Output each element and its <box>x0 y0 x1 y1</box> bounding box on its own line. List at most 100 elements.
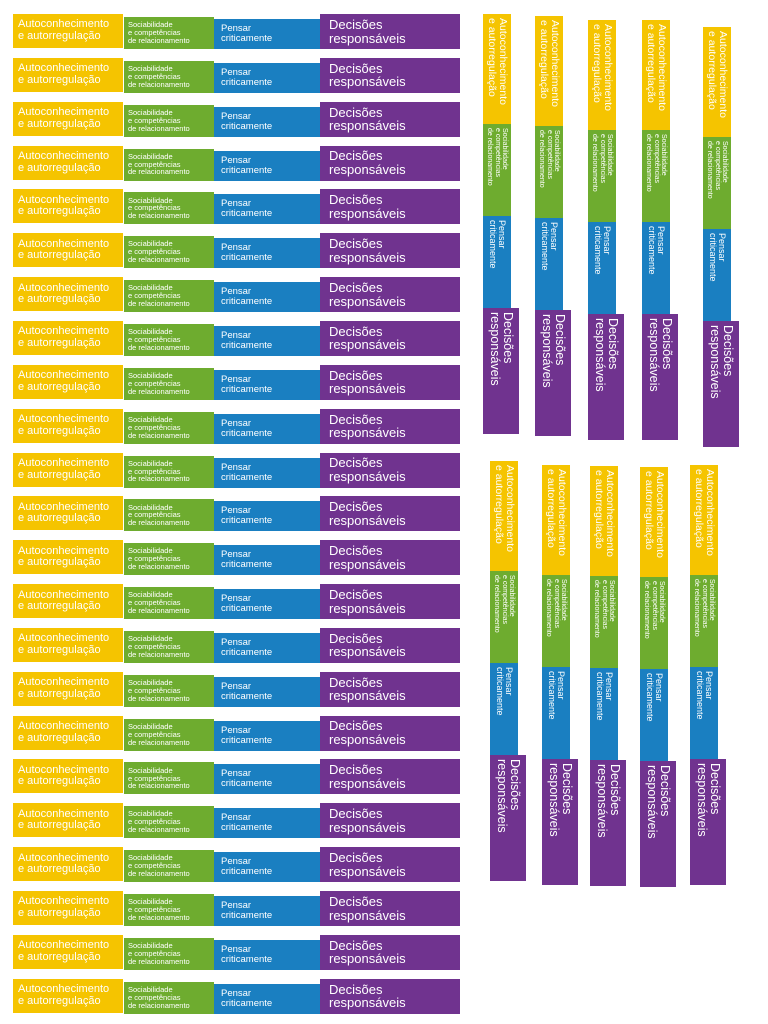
sociabilidade-segment: Sociabilidade e competências de relacion… <box>124 981 214 1014</box>
autoconhecimento-line1: Autoconhecimento <box>18 237 110 250</box>
sociabilidade-line1: Sociabilidade <box>658 581 666 623</box>
sociabilidade-line2: e competências <box>128 905 181 915</box>
pensar-line2: criticamente <box>221 778 273 790</box>
sociabilidade-line3: de relacionamento <box>128 430 190 440</box>
sociabilidade-line2: e competências <box>652 134 660 184</box>
decisoes-segment: Decisões responsáveis <box>320 101 460 137</box>
autoconhecimento-line1: Autoconhecimento <box>18 632 110 645</box>
pensar-segment: Pensar criticamente <box>214 632 320 663</box>
sociabilidade-line1: Sociabilidade <box>560 579 568 621</box>
horizontal-strip: Autoconhecimento e autorregulação Sociab… <box>0 759 462 795</box>
autoconhecimento-segment: Autoconhecimento e autorregulação <box>490 461 518 571</box>
sociabilidade-line3: de relacionamento <box>643 581 651 639</box>
sociabilidade-line1: Sociabilidade <box>128 502 173 512</box>
sociabilidade-line3: de relacionamento <box>128 79 190 89</box>
decisoes-segment: Decisões responsáveis <box>320 233 460 269</box>
decisoes-line1: Decisões <box>658 765 673 817</box>
pensar-line1: Pensar <box>604 672 615 701</box>
pensar-segment: Pensar criticamente <box>535 218 563 310</box>
decisoes-segment: Decisões responsáveis <box>590 760 626 886</box>
decisoes-line1: Decisões <box>329 279 383 295</box>
decisoes-segment: Decisões responsáveis <box>320 978 460 1014</box>
sociabilidade-line3: de relacionamento <box>128 693 190 703</box>
sociabilidade-line2: e competências <box>128 948 181 958</box>
autoconhecimento-segment: Autoconhecimento e autorregulação <box>13 627 123 662</box>
autoconhecimento-line2: e autorregulação <box>643 471 655 550</box>
decisoes-segment: Decisões responsáveis <box>320 627 460 663</box>
sociabilidade-line2: e competências <box>128 71 181 81</box>
decisoes-segment: Decisões responsáveis <box>320 57 460 93</box>
autoconhecimento-segment: Autoconhecimento e autorregulação <box>13 847 123 882</box>
autoconhecimento-segment: Autoconhecimento e autorregulação <box>13 452 123 487</box>
horizontal-strip: Autoconhecimento e autorregulação Sociab… <box>0 891 462 927</box>
decisoes-segment: Decisões responsáveis <box>320 14 460 49</box>
vertical-strip: Autoconhecimento e autorregulação Sociab… <box>703 27 739 447</box>
autoconhecimento-segment: Autoconhecimento e autorregulação <box>535 16 563 126</box>
pensar-segment: Pensar criticamente <box>214 676 320 707</box>
pensar-line2: criticamente <box>221 997 273 1009</box>
pensar-line1: Pensar <box>549 222 560 251</box>
autoconhecimento-line2: e autorregulação <box>18 687 101 700</box>
decisoes-line1: Decisões <box>553 314 568 366</box>
decisoes-segment: Decisões responsáveis <box>320 584 460 620</box>
autoconhecimento-segment: Autoconhecimento e autorregulação <box>542 465 570 575</box>
sociabilidade-line3: de relacionamento <box>538 130 546 188</box>
decisoes-segment: Decisões responsáveis <box>320 540 460 576</box>
autoconhecimento-line2: e autorregulação <box>706 31 718 110</box>
pensar-segment: Pensar criticamente <box>214 852 320 883</box>
decisoes-line1: Decisões <box>329 455 383 471</box>
vertical-strip: Autoconhecimento e autorregulação Sociab… <box>690 465 726 885</box>
vertical-strip: Autoconhecimento e autorregulação Sociab… <box>483 14 519 434</box>
pensar-segment: Pensar criticamente <box>214 764 320 795</box>
decisoes-line2: responsáveis <box>329 205 406 221</box>
sociabilidade-segment: Sociabilidade e competências de relacion… <box>590 576 618 668</box>
sociabilidade-line2: e competências <box>598 134 606 184</box>
sociabilidade-line1: Sociabilidade <box>128 590 173 600</box>
decisoes-line2: responsáveis <box>329 600 406 616</box>
decisoes-line2: responsáveis <box>329 512 406 528</box>
sociabilidade-line2: e competências <box>128 510 181 520</box>
decisoes-line1: Decisões <box>329 323 383 339</box>
sociabilidade-segment: Sociabilidade e competências de relacion… <box>124 148 214 181</box>
decisoes-line2: responsáveis <box>329 995 406 1011</box>
decisoes-line1: Decisões <box>329 850 383 865</box>
pensar-line2: criticamente <box>221 953 273 965</box>
autoconhecimento-line1: Autoconhecimento <box>18 588 110 601</box>
sociabilidade-segment: Sociabilidade e competências de relacion… <box>124 192 214 225</box>
decisoes-line1: Decisões <box>329 893 383 909</box>
horizontal-strip: Autoconhecimento e autorregulação Sociab… <box>0 934 462 971</box>
pensar-line2: criticamente <box>221 76 273 88</box>
autoconhecimento-line1: Autoconhecimento <box>704 469 717 556</box>
pensar-line1: Pensar <box>221 66 252 78</box>
sociabilidade-segment: Sociabilidade e competências de relacion… <box>124 455 214 488</box>
decisoes-line2: responsáveis <box>329 556 406 572</box>
decisoes-line1: Decisões <box>329 192 383 208</box>
sociabilidade-segment: Sociabilidade e competências de relacion… <box>535 126 563 218</box>
pensar-line1: Pensar <box>221 768 252 780</box>
autoconhecimento-line1: Autoconhecimento <box>18 544 110 557</box>
decisoes-segment: Decisões responsáveis <box>490 755 526 881</box>
autoconhecimento-line2: e autorregulação <box>538 20 550 99</box>
autoconhecimento-segment: Autoconhecimento e autorregulação <box>13 277 123 312</box>
sociabilidade-line3: de relacionamento <box>128 605 190 615</box>
pensar-segment: Pensar criticamente <box>642 222 670 314</box>
sociabilidade-line3: de relacionamento <box>706 141 714 199</box>
autoconhecimento-line2: e autorregulação <box>18 468 101 481</box>
decisoes-line1: Decisões <box>329 104 383 120</box>
pensar-line2: criticamente <box>221 646 273 658</box>
pensar-line1: Pensar <box>504 667 515 696</box>
sociabilidade-line3: de relacionamento <box>645 134 653 192</box>
autoconhecimento-segment: Autoconhecimento e autorregulação <box>483 14 511 124</box>
horizontal-strip: Autoconhecimento e autorregulação Sociab… <box>0 978 462 1015</box>
pensar-line1: Pensar <box>221 680 252 692</box>
pensar-line1: Pensar <box>221 286 252 298</box>
autoconhecimento-line1: Autoconhecimento <box>556 469 569 556</box>
decisoes-line2: responsáveis <box>329 863 406 879</box>
vertical-strip: Autoconhecimento e autorregulação Sociab… <box>640 467 676 887</box>
decisoes-segment: Decisões responsáveis <box>320 891 460 926</box>
sociabilidade-segment: Sociabilidade e competências de relacion… <box>124 104 214 137</box>
pensar-line2: criticamente <box>221 822 273 834</box>
pensar-line1: Pensar <box>221 593 252 605</box>
sociabilidade-line3: de relacionamento <box>128 825 190 835</box>
decisoes-line2: responsáveis <box>595 764 609 838</box>
